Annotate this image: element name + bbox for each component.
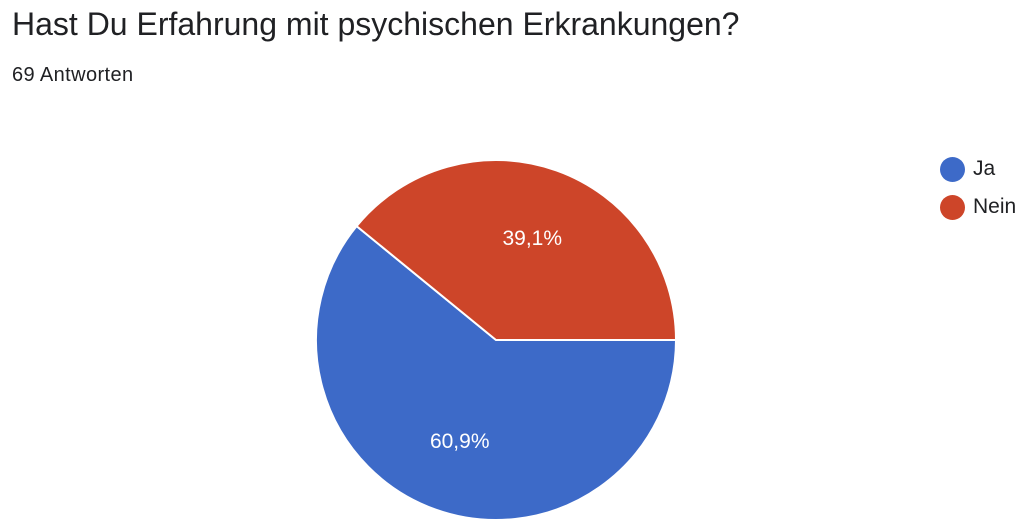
question-title: Hast Du Erfahrung mit psychischen Erkran…: [12, 6, 740, 42]
chart-legend: Ja Nein: [940, 156, 1016, 232]
slice-label-nein: 39,1%: [502, 227, 562, 250]
legend-item-ja[interactable]: Ja: [940, 156, 1016, 182]
legend-swatch-nein: [940, 194, 965, 220]
response-count: 69 Antworten: [12, 64, 134, 86]
slice-label-ja: 60,9%: [430, 430, 490, 453]
pie-slice-nein[interactable]: [355, 159, 677, 341]
pie-slice-ja[interactable]: [315, 225, 677, 521]
legend-item-nein[interactable]: Nein: [940, 194, 1016, 220]
legend-label-nein: Nein: [973, 195, 1017, 218]
legend-label-ja: Ja: [973, 157, 996, 180]
legend-swatch-ja: [940, 156, 965, 182]
